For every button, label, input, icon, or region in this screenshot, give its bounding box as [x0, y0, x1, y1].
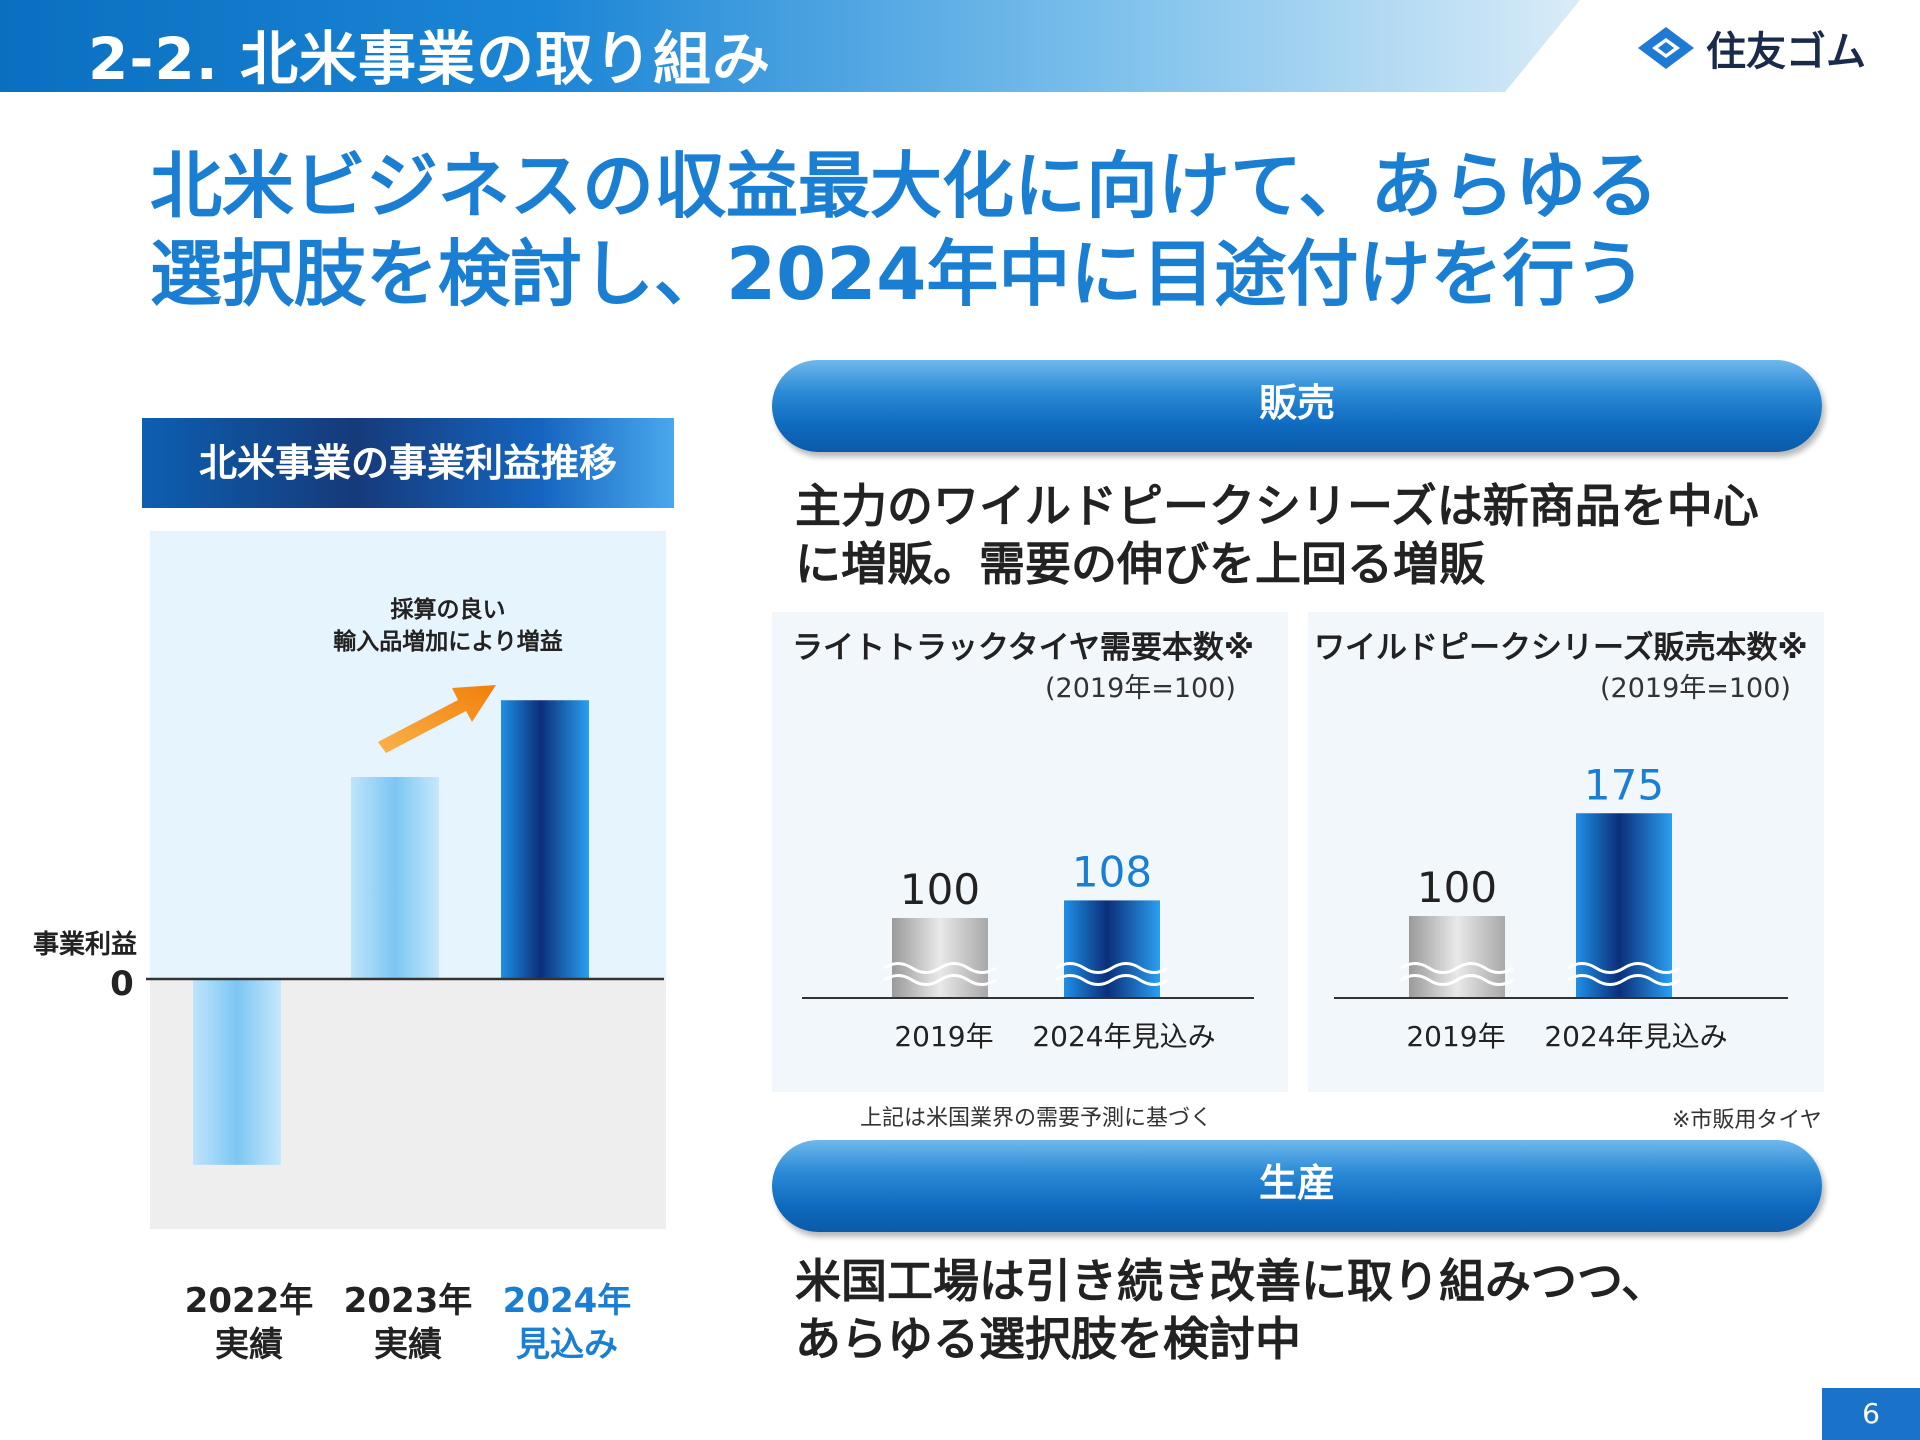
profit-chart-title: 北米事業の事業利益推移 — [142, 418, 674, 508]
wildpeak-axis-break-1-1 — [1567, 974, 1681, 986]
sales-description: 主力のワイルドピークシリーズは新商品を中心 に増販。需要の伸びを上回る増販 — [795, 477, 1759, 593]
page-number: 6 — [1822, 1388, 1920, 1440]
wildpeak-axis-break-0-1 — [1400, 974, 1514, 986]
demand-value-label-0: 100 — [900, 865, 980, 914]
annotation-line-2: 輸入品増加により増益 — [333, 628, 563, 655]
wildpeak-chart-title: ワイルドピークシリーズ販売本数※ — [1314, 630, 1808, 666]
profit-category-label-1-0: 2023年 — [344, 1281, 473, 1321]
demand-category-label-0: 2019年 — [894, 1020, 993, 1053]
demand-chart: 100 2019年 108 2024年見込み — [802, 847, 1254, 1053]
wildpeak-category-label-0: 2019年 — [1406, 1020, 1505, 1053]
profit-category-label-0-1: 実績 — [215, 1325, 283, 1365]
wildpeak-category-label-1: 2024年見込み — [1544, 1020, 1727, 1053]
profit-category-label-0-0: 2022年 — [185, 1281, 314, 1321]
diamond-logo-icon — [1638, 27, 1694, 69]
section-title: 2-2. 北米事業の取り組み — [88, 25, 772, 93]
demand-footnote: 上記は米国業界の需要予測に基づく — [860, 1106, 1213, 1131]
sales-header: 販売 — [772, 360, 1822, 452]
y-axis-label: 事業利益 — [33, 930, 137, 960]
sales-text-line-2: に増販。需要の伸びを上回る増販 — [795, 537, 1485, 591]
demand-chart-title: ライトトラックタイヤ需要本数※ — [792, 630, 1254, 666]
sales-text-line-1: 主力のワイルドピークシリーズは新商品を中心 — [795, 479, 1759, 533]
demand-category-label-1: 2024年見込み — [1032, 1020, 1215, 1053]
profit-category-label-1-1: 実績 — [374, 1325, 442, 1365]
demand-axis-break-0-0 — [883, 962, 997, 974]
profit-category-label-2-0: 2024年 — [503, 1281, 632, 1321]
wildpeak-axis-break-0-0 — [1400, 962, 1514, 974]
demand-axis-break-1-1 — [1055, 974, 1169, 986]
annotation-line-1: 採算の良い — [391, 596, 506, 623]
y-tick-zero: 0 — [110, 964, 134, 1004]
profit-chart: 事業利益 0 採算の良い 輸入品増加により増益 2022年実績2023年実績20… — [33, 531, 666, 1365]
profit-category-label-2-1: 見込み — [516, 1325, 618, 1365]
headline: 北米ビジネスの収益最大化に向けて、あらゆる 選択肢を検討し、2024年中に目途付… — [150, 142, 1750, 318]
demand-axis-break-1-0 — [1055, 962, 1169, 974]
production-text-line-2: あらゆる選択肢を検討中 — [795, 1312, 1301, 1366]
wildpeak-bar-0 — [1409, 916, 1505, 998]
wildpeak-chart: 100 2019年 175 2024年見込み — [1334, 760, 1788, 1053]
wildpeak-value-label-0: 100 — [1417, 863, 1497, 912]
production-text-line-1: 米国工場は引き続き改善に取り組みつつ、 — [795, 1254, 1668, 1308]
headline-line-1: 北米ビジネスの収益最大化に向けて、あらゆる — [150, 144, 1659, 228]
profit-bar-1 — [351, 777, 439, 979]
company-logo: 住友ゴム — [1636, 20, 1866, 76]
demand-bar-0 — [892, 918, 988, 998]
demand-chart-subtitle: (2019年=100) — [1045, 673, 1236, 704]
wildpeak-value-label-1: 175 — [1584, 760, 1664, 809]
demand-panel — [772, 612, 1288, 1092]
wildpeak-panel — [1308, 612, 1824, 1092]
profit-bar-2 — [501, 700, 589, 979]
production-description: 米国工場は引き続き改善に取り組みつつ、 あらゆる選択肢を検討中 — [795, 1252, 1667, 1368]
market-footnote: ※市販用タイヤ — [1672, 1108, 1822, 1133]
headline-line-2: 選択肢を検討し、2024年中に目途付けを行う — [150, 232, 1647, 316]
demand-axis-break-0-1 — [883, 974, 997, 986]
production-header: 生産 — [772, 1140, 1822, 1232]
profit-bar-0 — [193, 979, 281, 1165]
increase-arrow-icon — [378, 685, 496, 753]
wildpeak-axis-break-1-0 — [1567, 962, 1681, 974]
demand-value-label-1: 108 — [1072, 847, 1152, 896]
company-name: 住友ゴム — [1706, 29, 1866, 75]
wildpeak-chart-subtitle: (2019年=100) — [1600, 673, 1791, 704]
header-bar — [0, 0, 1580, 92]
